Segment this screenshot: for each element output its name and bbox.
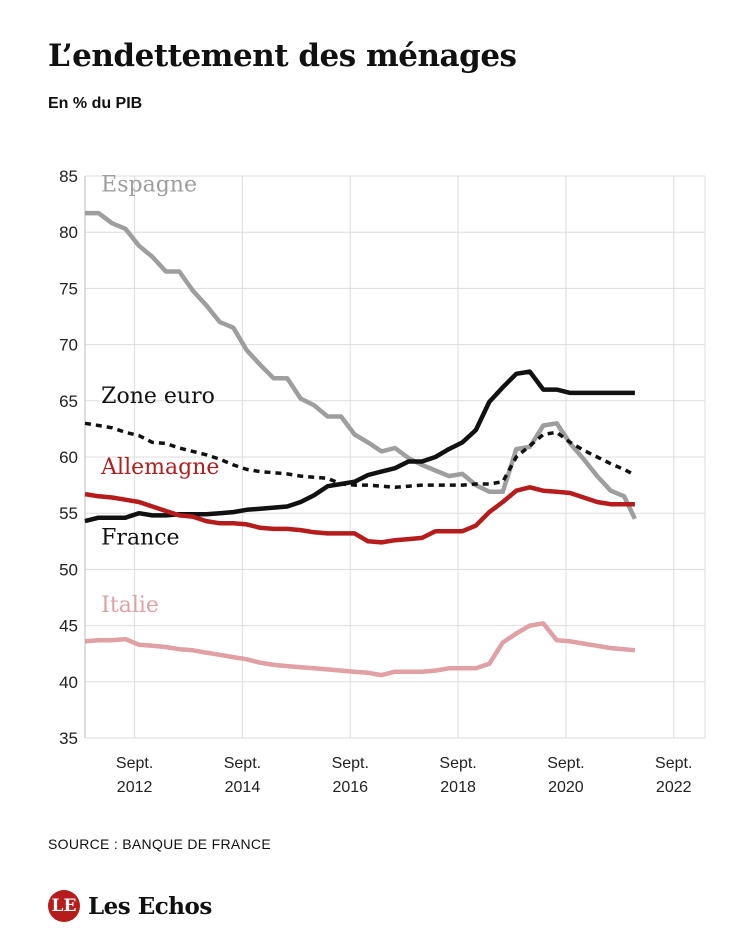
series-lines [84,210,637,678]
les-echos-logo-icon: LE [48,890,80,922]
x-tick-label: Sept. [116,755,153,772]
y-tick-label: 85 [59,167,78,186]
y-tick-label: 70 [59,336,78,355]
series-label-allemagne: Allemagne [100,455,219,480]
chart-subtitle: En % du PIB [48,95,143,112]
y-axis: 35 40 45 50 55 60 65 70 75 80 85 [59,167,78,748]
y-tick-label: 55 [59,504,78,523]
brand-name: Les Echos [88,892,212,920]
series-label-italie: Italie [101,593,159,618]
x-tick-label: 2020 [548,779,584,796]
series-label-espagne: Espagne [101,173,197,198]
x-tick-label: 2018 [440,779,476,796]
chart-title: L’endettement des ménages [48,38,517,74]
brand-logo: LE Les Echos [48,890,212,922]
y-tick-label: 40 [59,673,78,692]
series-line-espagne [85,210,637,520]
x-tick-label: Sept. [547,755,584,772]
x-tick-label: Sept. [655,755,692,772]
x-tick-label: Sept. [332,755,369,772]
x-tick-label: 2012 [117,779,153,796]
grid [84,175,706,739]
series-label-zone-euro: Zone euro [101,384,215,409]
y-tick-label: 35 [59,729,78,748]
y-tick-label: 50 [59,560,78,579]
x-tick-label: 2016 [332,779,368,796]
y-tick-label: 75 [59,279,78,298]
x-tick-label: Sept. [439,755,476,772]
series-line-italie [84,621,636,678]
x-tick-label: Sept. [224,755,261,772]
series-label-france: France [101,526,179,551]
x-axis: Sept. 2012 Sept. 2014 Sept. 2016 Sept. 2018 Sept… [116,755,692,796]
y-tick-label: 45 [59,617,78,636]
y-tick-label: 80 [59,223,78,242]
y-tick-label: 60 [59,448,78,467]
x-tick-label: 2022 [656,779,692,796]
source-note: SOURCE : BANQUE DE FRANCE [48,836,271,852]
series-labels: Espagne Zone euro Allemagne France Italie [100,173,219,618]
y-tick-label: 65 [59,392,78,411]
series-line-allemagne [84,485,635,545]
x-tick-label: 2014 [225,779,261,796]
